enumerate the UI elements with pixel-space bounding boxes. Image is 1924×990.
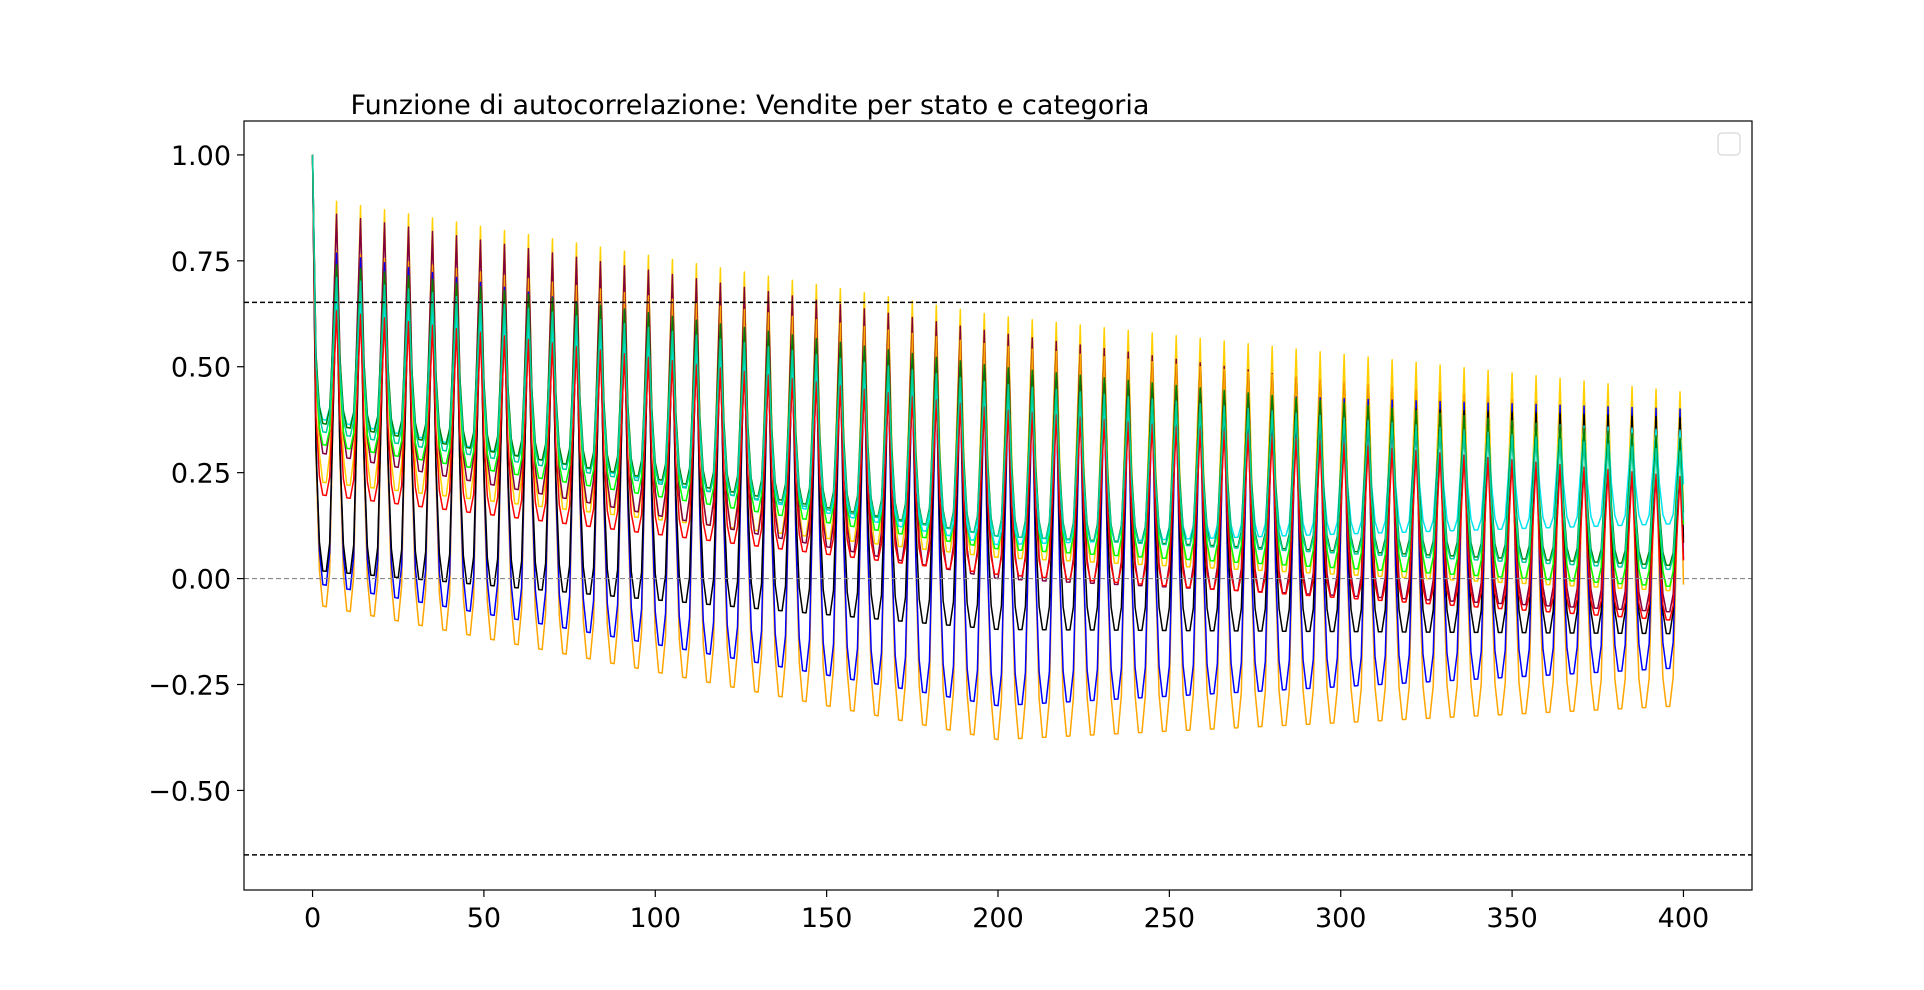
x-tick-label: 350 bbox=[1486, 903, 1538, 934]
series-line-0 bbox=[311, 154, 1685, 592]
series-line-4 bbox=[311, 154, 1685, 635]
plot-frame bbox=[243, 120, 1753, 891]
y-tick-label: 0.00 bbox=[171, 565, 231, 596]
legend-box bbox=[1717, 132, 1741, 156]
y-tick-label: 0.50 bbox=[171, 353, 231, 384]
y-tick-label: 1.00 bbox=[171, 141, 231, 172]
series-line-5 bbox=[311, 154, 1685, 588]
x-tick-label: 400 bbox=[1658, 903, 1710, 934]
x-tick-label: 200 bbox=[972, 903, 1024, 934]
y-tick-label: 0.75 bbox=[171, 247, 231, 278]
chart-title: Funzione di autocorrelazione: Vendite pe… bbox=[351, 90, 1150, 121]
x-tick-label: 300 bbox=[1315, 903, 1367, 934]
y-tick-label: −0.50 bbox=[148, 776, 231, 807]
series-line-8 bbox=[311, 154, 1685, 621]
series-line-3 bbox=[311, 154, 1685, 707]
x-tick-label: 50 bbox=[467, 903, 501, 934]
x-tick-label: 100 bbox=[629, 903, 681, 934]
series-line-9 bbox=[311, 154, 1685, 571]
x-tick-label: 250 bbox=[1144, 903, 1196, 934]
series-line-2 bbox=[311, 154, 1685, 741]
x-tick-label: 0 bbox=[304, 903, 321, 934]
y-tick-label: 0.25 bbox=[171, 459, 231, 490]
y-tick-label: −0.25 bbox=[148, 671, 231, 702]
x-tick-label: 150 bbox=[801, 903, 853, 934]
